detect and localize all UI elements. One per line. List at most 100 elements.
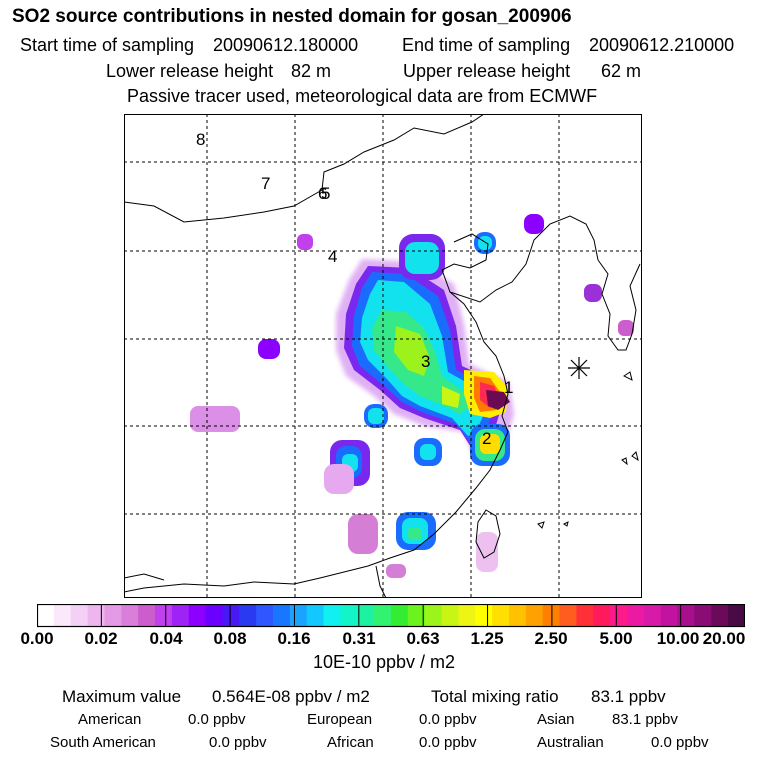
colorbar-swatch: [407, 604, 426, 627]
colorbar-swatch: [525, 604, 544, 627]
cb-tick-9: 5.00: [599, 629, 633, 648]
cb-tick-6: 0.63: [406, 629, 440, 648]
cb-tick-8: 2.50: [534, 629, 568, 648]
cb-tick-11: 20.00: [702, 629, 746, 648]
colorbar-swatch: [441, 604, 460, 627]
colorbar-swatch: [87, 604, 106, 627]
colorbar-swatch: [273, 604, 291, 627]
region-australian-value: 0.0 ppbv: [651, 734, 709, 751]
upper-release-value: 62 m: [601, 61, 642, 81]
island-1: [623, 371, 633, 381]
lower-release-label: Lower release height: [106, 61, 274, 81]
traj-label-2: 2: [482, 429, 491, 448]
island-4: [537, 521, 545, 529]
colorbar-swatch: [256, 604, 274, 627]
traj-label-7: 7: [261, 174, 270, 193]
cb-tick-2: 0.04: [149, 629, 183, 648]
colorbar-swatch: [627, 604, 645, 627]
end-time-label: End time of sampling: [402, 35, 571, 55]
plume-blob-n: [297, 234, 313, 250]
start-time-label: Start time of sampling: [20, 35, 195, 55]
border-sw: [124, 573, 165, 581]
colorbar-swatch: [155, 604, 173, 627]
region-european-value: 0.0 ppbv: [419, 711, 477, 728]
traj-label-5: 5: [321, 184, 330, 203]
region-asian-value: 83.1 ppbv: [612, 711, 678, 728]
region-southamerican-value: 0.0 ppbv: [209, 734, 267, 751]
colorbar-swatch: [188, 604, 207, 627]
colorbar-frame: [37, 604, 745, 628]
plume-blob-west: [258, 339, 280, 359]
colorbar-swatch: [728, 604, 745, 627]
region-asian-name: Asian: [537, 711, 575, 728]
colorbar-swatch: [391, 604, 409, 627]
plume-blob-sea: [618, 320, 634, 336]
colorbar-swatch: [475, 604, 493, 627]
coastlines: [124, 114, 641, 598]
plume-blob-s1-core: [420, 444, 436, 460]
plume-north-a-core: [405, 242, 439, 274]
island-3: [621, 457, 628, 466]
start-time-value: 20090612.180000: [213, 35, 359, 55]
colorbar-swatch: [593, 604, 611, 627]
concentration-map: 8 7 6 5 4 3 2 1: [124, 114, 642, 598]
coast-bohai: [441, 215, 599, 303]
graticule: [124, 114, 642, 598]
end-time-value: 20090612.210000: [589, 35, 735, 55]
colorbar-swatch: [694, 604, 712, 627]
colorbar-swatch: [306, 604, 325, 627]
colorbar: [37, 604, 745, 628]
colorbar-swatch: [424, 604, 443, 627]
plume-blob-korea: [584, 284, 602, 302]
plume-blob-se-green: [408, 528, 422, 540]
traj-label-1: 1: [504, 378, 513, 397]
region-african-name: African: [327, 734, 374, 751]
region-american-value: 0.0 ppbv: [188, 711, 246, 728]
colorbar-swatch: [104, 604, 122, 627]
colorbar-swatch: [509, 604, 527, 627]
plume-north-b-core: [478, 236, 492, 250]
colorbar-swatch: [37, 604, 55, 627]
colorbar-swatch: [576, 604, 594, 627]
colorbar-swatch: [492, 604, 510, 627]
colorbar-swatch: [374, 604, 392, 627]
colorbar-swatch: [643, 604, 662, 627]
plume-blob-sw-faint: [324, 464, 354, 494]
max-value-label: Maximum value: [62, 687, 182, 706]
region-southamerican-name: South American: [50, 734, 156, 751]
colorbar-swatch: [138, 604, 156, 627]
colorbar-swatch: [340, 604, 358, 627]
coast-korea: [597, 259, 641, 351]
cb-tick-10: 10.00: [656, 629, 700, 648]
island-5: [563, 521, 569, 527]
plume-blob-faint-s: [348, 514, 378, 554]
colorbar-swatch: [171, 604, 190, 627]
island-2: [631, 451, 639, 462]
region-australian-name: Australian: [537, 734, 604, 751]
lower-release-value: 82 m: [291, 61, 332, 81]
colorbar-swatch: [458, 604, 476, 627]
colorbar-swatch: [357, 604, 375, 627]
coast-taiwan: [475, 509, 501, 559]
max-value: 0.564E-08 ppbv / m2: [212, 687, 370, 706]
colorbar-swatch: [323, 604, 342, 627]
plume-blob-faint-w: [190, 406, 240, 432]
colorbar-swatch: [610, 604, 628, 627]
colorbar-swatch: [70, 604, 89, 627]
colorbar-swatch: [660, 604, 679, 627]
cb-tick-0: 0.00: [20, 629, 54, 648]
plume-hotspot-core: [486, 390, 510, 410]
traj-label-4: 4: [328, 247, 337, 266]
traj-label-6: 6: [318, 184, 327, 203]
colorbar-unit: 10E-10 ppbv / m2: [312, 652, 456, 672]
total-mixing-value: 83.1 ppbv: [591, 687, 666, 706]
tracer-note: Passive tracer used, meteorological data…: [127, 86, 598, 106]
region-african-value: 0.0 ppbv: [419, 734, 477, 751]
cb-tick-3: 0.08: [213, 629, 247, 648]
region-american-name: American: [78, 711, 142, 728]
total-mixing-label: Total mixing ratio: [431, 687, 559, 706]
region-european-name: European: [307, 711, 373, 728]
colorbar-swatch: [559, 604, 578, 627]
traj-label-8: 8: [196, 130, 205, 149]
plume-blob-w2-core: [368, 408, 384, 424]
